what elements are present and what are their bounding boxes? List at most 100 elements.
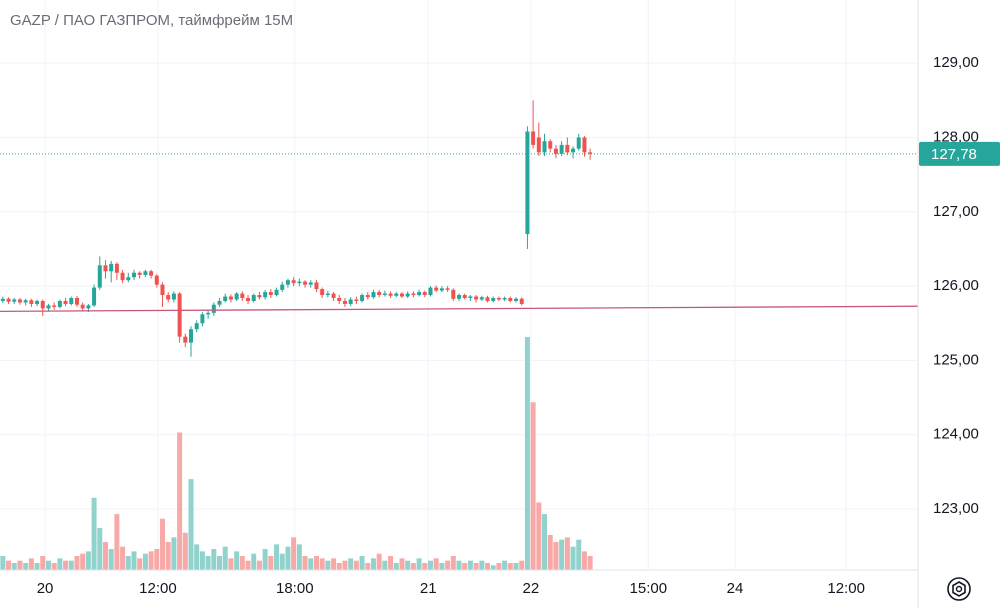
x-tick-label: 15:00 xyxy=(630,580,668,597)
volume-bar xyxy=(570,546,576,570)
candle-body xyxy=(263,292,268,298)
x-tick-label: 21 xyxy=(420,580,437,597)
candle-body xyxy=(325,293,330,296)
settings-icon[interactable] xyxy=(947,577,971,601)
y-tick-label: 128,00 xyxy=(933,128,979,145)
candle-body xyxy=(542,141,547,153)
volume-bar xyxy=(325,560,331,570)
volume-bar xyxy=(279,553,285,570)
volume-bar xyxy=(473,563,479,570)
candle-body xyxy=(354,299,359,301)
candle-body xyxy=(74,298,79,305)
volume-bar xyxy=(456,560,462,570)
volume-bar xyxy=(445,560,451,570)
candle-body xyxy=(86,305,91,309)
candle-body xyxy=(251,295,256,301)
candle-body xyxy=(206,312,211,315)
candle-body xyxy=(240,293,245,299)
candle-body xyxy=(57,300,62,307)
candle-body xyxy=(360,295,365,301)
volume-bar xyxy=(57,558,63,570)
volume-bar xyxy=(256,560,262,570)
settings-button[interactable] xyxy=(947,577,971,601)
candle-body xyxy=(434,287,439,291)
candle-body xyxy=(63,300,68,304)
volume-bar xyxy=(40,556,46,570)
volume-bar xyxy=(433,558,439,570)
candle-body xyxy=(149,271,154,276)
candle-body xyxy=(411,293,416,296)
volume-bar xyxy=(393,563,399,570)
candle-body xyxy=(342,300,347,304)
volume-bar xyxy=(154,549,160,570)
volume-bar xyxy=(296,544,302,570)
volume-bar xyxy=(63,560,69,570)
volume-bar xyxy=(382,560,388,570)
volume-bar xyxy=(536,502,542,570)
x-tick-label: 18:00 xyxy=(276,580,314,597)
candle-body xyxy=(257,295,262,298)
candle-body xyxy=(548,141,553,149)
candle-body xyxy=(588,152,593,154)
candle-body xyxy=(246,298,251,301)
candle-body xyxy=(348,299,353,304)
candle-body xyxy=(308,282,313,285)
volume-bar xyxy=(274,544,280,570)
volume-bar xyxy=(85,551,91,570)
candle-body xyxy=(274,289,279,296)
trend-line xyxy=(0,305,919,313)
candle-body xyxy=(457,295,461,299)
candle-body xyxy=(331,293,336,299)
volume-bar xyxy=(576,539,582,570)
volume-bar xyxy=(11,563,17,570)
candle-body xyxy=(565,144,570,153)
volume-bar xyxy=(336,563,342,570)
axes: 123,00 124,00 125,00 126,00 127,00 128,00 129,… xyxy=(37,54,1000,597)
chart-title: GAZP / ПАО ГАЗПРОМ, таймфрейм 15М xyxy=(10,12,293,29)
candle-body xyxy=(228,296,233,300)
candle-body xyxy=(297,281,302,284)
settings-icon-dot[interactable] xyxy=(955,585,963,593)
volume-bar xyxy=(291,537,297,570)
volume-bar xyxy=(553,542,559,570)
volume-bar xyxy=(262,549,268,570)
settings-icon-hex[interactable] xyxy=(952,581,966,597)
volume-bar xyxy=(0,556,6,570)
candle-body xyxy=(451,289,456,299)
candle-body xyxy=(496,298,501,300)
volume-bar xyxy=(68,560,74,570)
candle-body xyxy=(502,298,507,300)
x-tick-label: 20 xyxy=(37,580,54,597)
y-tick-label: 123,00 xyxy=(933,500,979,517)
candle-body xyxy=(479,297,484,300)
candle-body xyxy=(320,289,325,296)
candle-body xyxy=(69,298,74,304)
candle-body xyxy=(285,280,290,285)
volume-bar xyxy=(439,563,445,570)
volume-bar xyxy=(199,551,205,570)
candle-body xyxy=(576,137,581,149)
candle-body xyxy=(514,298,519,301)
volume-bar xyxy=(342,560,348,570)
volume-layer xyxy=(0,337,593,570)
volume-bar xyxy=(102,542,108,570)
candle-body xyxy=(6,298,11,302)
volume-bar xyxy=(142,553,148,570)
candle-body xyxy=(428,287,433,296)
candle-body xyxy=(445,288,450,290)
candle-body xyxy=(491,298,496,301)
volume-bar xyxy=(234,551,240,570)
x-tick-label: 12:00 xyxy=(827,580,865,597)
candle-body xyxy=(291,280,296,284)
volume-bar xyxy=(302,556,308,570)
candle-body xyxy=(200,314,205,324)
volume-bar xyxy=(416,558,422,570)
candle-body xyxy=(97,265,102,288)
volume-bar xyxy=(80,553,86,570)
volume-bar xyxy=(23,563,29,570)
volume-bar xyxy=(479,560,485,570)
volume-bar xyxy=(28,558,34,570)
volume-bar xyxy=(370,558,376,570)
candle-body xyxy=(268,292,273,296)
